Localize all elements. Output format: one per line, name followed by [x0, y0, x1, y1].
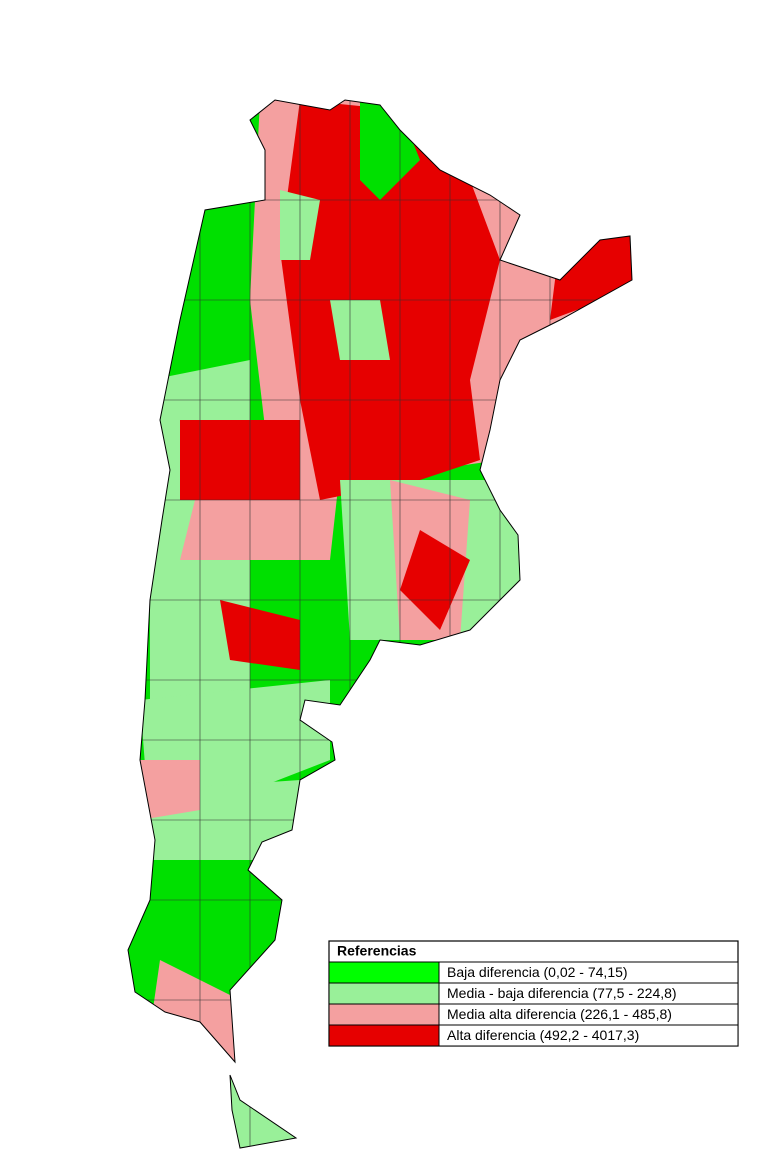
- legend-label: Media - baja diferencia (77,5 - 224,8): [447, 985, 677, 1001]
- legend-swatch: [328, 982, 440, 1005]
- country-outline: [127, 99, 633, 1149]
- legend-swatch: [328, 961, 440, 984]
- legend-label: Media alta diferencia (226,1 - 485,8): [447, 1006, 672, 1022]
- legend-swatch: [328, 1003, 440, 1026]
- legend-row: [438, 1024, 739, 1047]
- legend-label: Baja diferencia (0,02 - 74,15): [447, 964, 628, 980]
- legend-label: Alta diferencia (492,2 - 4017,3): [447, 1027, 639, 1043]
- legend-title: Referencias: [337, 943, 417, 959]
- legend-swatch: [328, 1024, 440, 1047]
- legend: Referencias Baja diferencia (0,02 - 74,1…: [328, 940, 739, 1047]
